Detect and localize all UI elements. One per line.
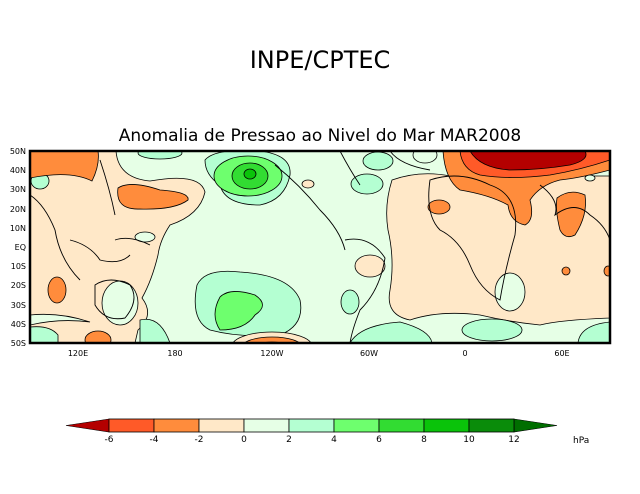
- coastlines: [30, 151, 610, 343]
- lat-label: EQ: [15, 243, 26, 252]
- map-frame: [28, 149, 612, 345]
- colorbar-unit: hPa: [573, 436, 589, 446]
- anomaly-map: [30, 151, 610, 343]
- colorbar-segment: [378, 418, 425, 433]
- colorbar-segment: [153, 418, 200, 433]
- colorbar-tick-label: -2: [195, 435, 204, 445]
- colorbar-segment: [288, 418, 335, 433]
- colorbar: -6 -4 -2 0 2 4 6 8 10 12: [65, 418, 558, 445]
- colorbar-tick-label: 6: [376, 435, 382, 445]
- lat-label: 10S: [11, 262, 26, 271]
- colorbar-tick-label: 10: [463, 435, 475, 445]
- colorbar-segment: [198, 418, 245, 433]
- lat-label: 10N: [10, 224, 26, 233]
- lat-label: 30S: [11, 301, 26, 310]
- lon-label: 60E: [554, 349, 569, 358]
- map-title: Anomalia de Pressao ao Nivel do Mar MAR2…: [119, 126, 521, 146]
- colorbar-segment: [423, 418, 470, 433]
- colorbar-tick-label: -6: [105, 435, 114, 445]
- lon-label: 60W: [360, 349, 378, 358]
- page-title: INPE/CPTEC: [250, 46, 391, 74]
- colorbar-tick-label: 0: [241, 435, 247, 445]
- lat-label: 50S: [11, 339, 26, 348]
- lat-label: 20S: [11, 281, 26, 290]
- colorbar-tick-label: 8: [421, 435, 427, 445]
- lat-axis: 50N 40N 30N 20N 10N EQ 10S 20S 30S 40S 5…: [10, 147, 26, 348]
- lon-label: 120W: [260, 349, 283, 358]
- colorbar-tick-label: 12: [508, 435, 519, 445]
- colorbar-segment: [243, 418, 290, 433]
- colorbar-tick-label: -4: [150, 435, 159, 445]
- lat-label: 40S: [11, 320, 26, 329]
- colorbar-segment: [108, 418, 155, 433]
- colorbar-min-triangle: [65, 418, 110, 433]
- lon-label: 0: [462, 349, 467, 358]
- lon-label: 120E: [68, 349, 88, 358]
- colorbar-max-triangle: [513, 418, 558, 433]
- lat-label: 50N: [10, 147, 26, 156]
- colorbar-tick-label: 2: [286, 435, 292, 445]
- lat-label: 20N: [10, 205, 26, 214]
- lon-label: 180: [167, 349, 182, 358]
- colorbar-segment: [468, 418, 515, 433]
- lat-label: 30N: [10, 185, 26, 194]
- lat-label: 40N: [10, 166, 26, 175]
- colorbar-tick-label: 4: [331, 435, 337, 445]
- lon-axis: 120E 180 120W 60W 0 60E: [68, 349, 570, 358]
- colorbar-segment: [333, 418, 380, 433]
